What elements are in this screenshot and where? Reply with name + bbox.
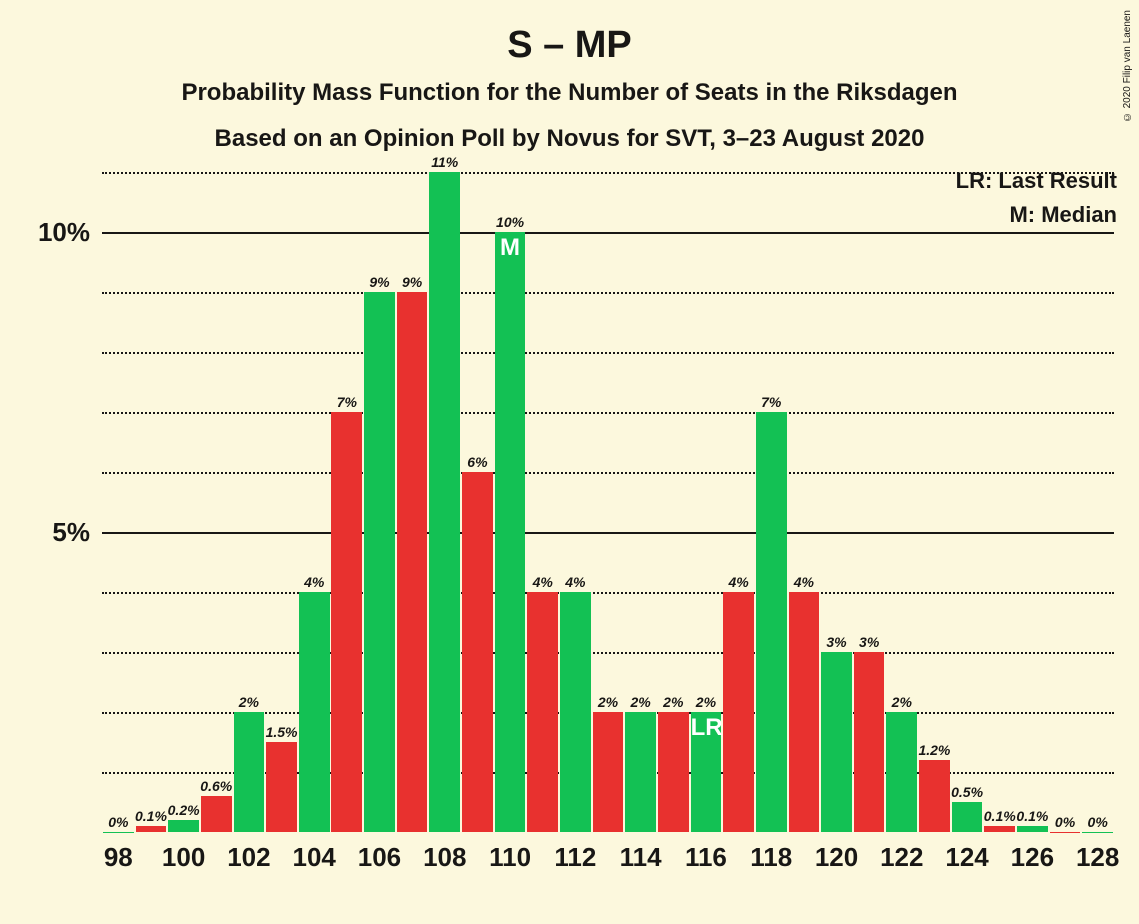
bar	[984, 826, 1015, 832]
bar-value-label: 7%	[752, 394, 791, 410]
median-marker: M	[495, 234, 526, 262]
x-axis-tick: 126	[999, 842, 1065, 873]
gridline	[102, 592, 1114, 594]
bar	[299, 592, 330, 832]
gridline	[102, 292, 1114, 294]
bar	[625, 712, 656, 832]
bar	[266, 742, 297, 832]
bar	[1082, 832, 1113, 833]
bar	[919, 760, 950, 832]
bar-value-label: 11%	[425, 154, 464, 170]
y-axis-tick: 5%	[0, 517, 90, 548]
bar	[103, 832, 134, 833]
bar	[201, 796, 232, 832]
bar	[756, 412, 787, 832]
bar-value-label: 0.2%	[164, 802, 203, 818]
x-axis-tick: 122	[869, 842, 935, 873]
chart-subtitle-1: Probability Mass Function for the Number…	[0, 79, 1139, 107]
bar	[593, 712, 624, 832]
x-axis-tick: 110	[477, 842, 543, 873]
bar	[952, 802, 983, 832]
chart-title: S – MP	[0, 0, 1139, 67]
x-axis-tick: 108	[412, 842, 478, 873]
bar	[364, 292, 395, 832]
bar-value-label: 4%	[719, 574, 758, 590]
bar-value-label: 10%	[491, 214, 530, 230]
x-axis-tick: 112	[542, 842, 608, 873]
x-axis-tick: 102	[216, 842, 282, 873]
x-axis-tick: 104	[281, 842, 347, 873]
bar	[789, 592, 820, 832]
bar	[1017, 826, 1048, 832]
bar-value-label: 3%	[850, 634, 889, 650]
bar-value-label: 2%	[882, 694, 921, 710]
bar	[495, 232, 526, 832]
bar	[397, 292, 428, 832]
chart-plot-area: 0%0.1%0.2%0.6%2%1.5%4%7%9%9%11%6%10%M4%4…	[102, 172, 1114, 832]
x-axis-tick: 116	[673, 842, 739, 873]
x-axis-tick: 124	[934, 842, 1000, 873]
gridline	[102, 352, 1114, 354]
bar	[821, 652, 852, 832]
bar-value-label: 0.5%	[948, 784, 987, 800]
last-result-marker: LR	[691, 714, 722, 742]
gridline	[102, 472, 1114, 474]
bar-value-label: 4%	[556, 574, 595, 590]
x-axis-tick: 106	[346, 842, 412, 873]
bar	[886, 712, 917, 832]
bar	[527, 592, 558, 832]
bar-value-label: 1.2%	[915, 742, 954, 758]
bar	[168, 820, 199, 832]
x-axis-tick: 120	[804, 842, 870, 873]
copyright-text: © 2020 Filip van Laenen	[1122, 10, 1133, 122]
bar	[331, 412, 362, 832]
bar-value-label: 0.6%	[197, 778, 236, 794]
bar-value-label: 7%	[327, 394, 366, 410]
bar	[1050, 832, 1081, 833]
gridline	[102, 412, 1114, 414]
bar-value-label: 9%	[393, 274, 432, 290]
bar-value-label: 1.5%	[262, 724, 301, 740]
bar	[429, 172, 460, 832]
gridline	[102, 232, 1114, 234]
y-axis-tick: 10%	[0, 217, 90, 248]
x-axis-tick: 98	[85, 842, 151, 873]
gridline	[102, 652, 1114, 654]
bar-value-label: 4%	[785, 574, 824, 590]
x-axis-tick: 114	[608, 842, 674, 873]
x-axis-tick: 118	[738, 842, 804, 873]
x-axis-tick: 128	[1065, 842, 1131, 873]
bar	[234, 712, 265, 832]
bar-value-label: 6%	[458, 454, 497, 470]
bar	[136, 826, 167, 832]
x-axis-tick: 100	[151, 842, 217, 873]
bar-value-label: 2%	[687, 694, 726, 710]
bar-value-label: 0%	[1078, 814, 1117, 830]
bar-value-label: 2%	[230, 694, 269, 710]
bar	[723, 592, 754, 832]
bar-value-label: 4%	[295, 574, 334, 590]
bar	[560, 592, 591, 832]
bar	[462, 472, 493, 832]
chart-subtitle-2: Based on an Opinion Poll by Novus for SV…	[0, 125, 1139, 153]
bar	[854, 652, 885, 832]
bar	[658, 712, 689, 832]
gridline	[102, 532, 1114, 534]
gridline	[102, 172, 1114, 174]
